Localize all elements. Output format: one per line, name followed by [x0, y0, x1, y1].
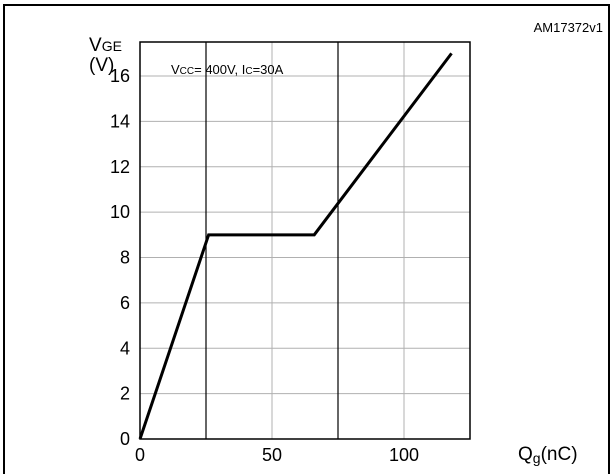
- plot-area: [139, 41, 471, 440]
- x-axis-label: Qg(nC): [518, 444, 578, 466]
- figure-ref-code: AM17372v1: [533, 20, 603, 35]
- grid-layer: [140, 42, 470, 439]
- condition-annotation: VCC= 400V, IC=30A: [171, 62, 284, 77]
- y-tick-label: 4: [120, 338, 130, 358]
- y-tick-label: 14: [110, 111, 130, 131]
- x-tick-label: 50: [262, 445, 282, 465]
- x-tick-label: 0: [135, 445, 145, 465]
- y-tick-label: 8: [120, 248, 130, 268]
- y-tick-label: 2: [120, 384, 130, 404]
- y-axis-label: VGE: [89, 35, 122, 56]
- series-layer: [138, 52, 453, 440]
- vge-series-line: [138, 52, 453, 440]
- x-tick-label: 100: [389, 445, 419, 465]
- y-tick-label: 10: [110, 202, 130, 222]
- figure-border: [3, 4, 610, 474]
- y-tick-label: 16: [110, 66, 130, 86]
- y-tick-label: 12: [110, 157, 130, 177]
- y-tick-label: 0: [120, 429, 130, 449]
- y-tick-label: 6: [120, 293, 130, 313]
- tick-labels: 0 2 4 6 8 10 12 14 16 0 50 100: [110, 66, 419, 465]
- y-axis-unit: (V): [89, 55, 114, 76]
